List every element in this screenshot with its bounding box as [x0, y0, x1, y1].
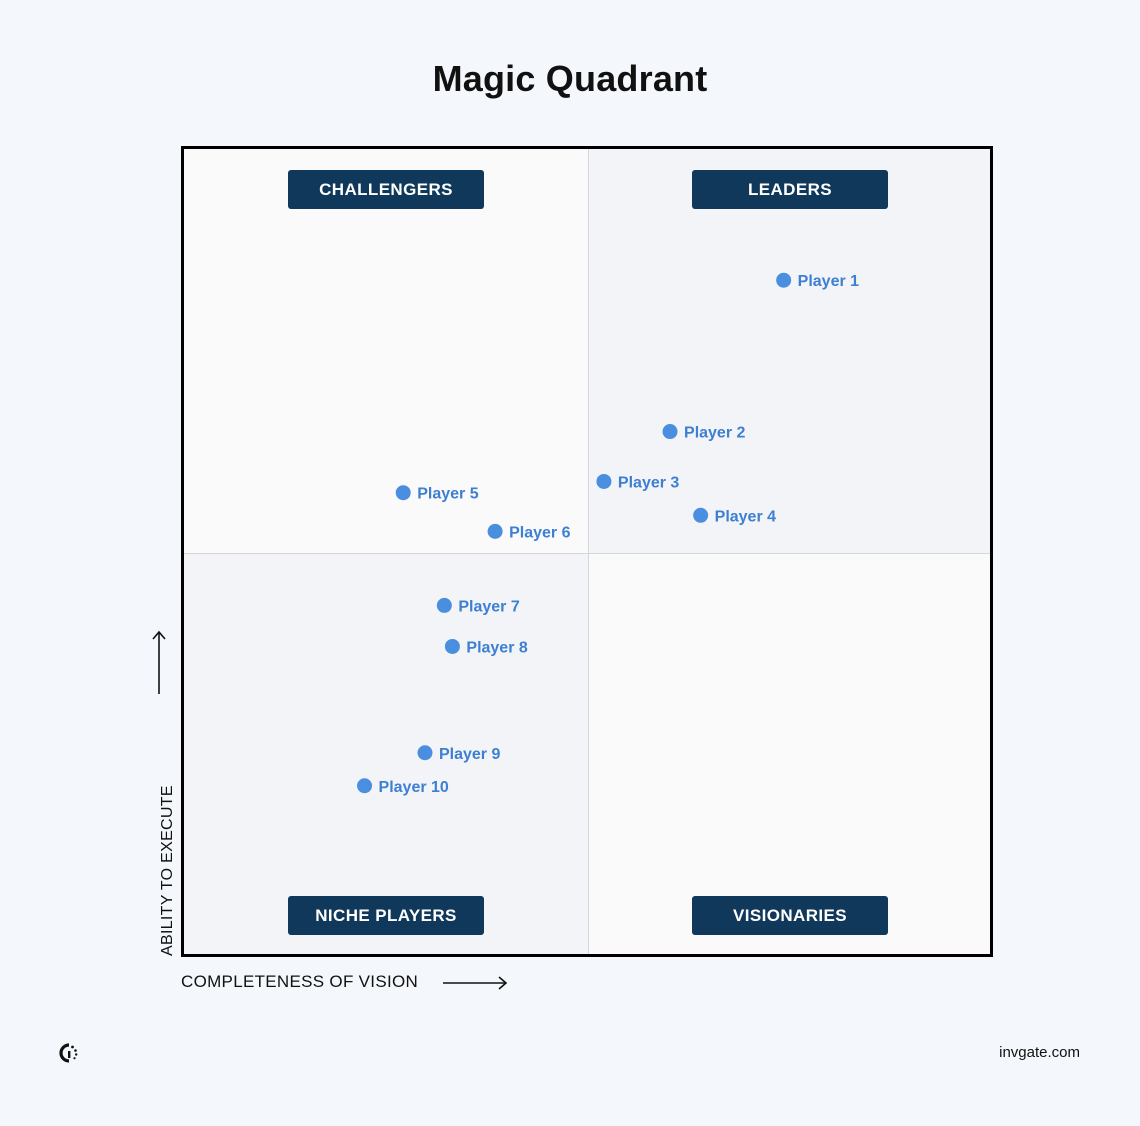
quadrant-leaders: [589, 149, 990, 554]
point-marker: [596, 473, 612, 489]
quadrant-label-niche-players: NICHE PLAYERS: [288, 896, 484, 935]
scatter-point-4: Player 4: [693, 507, 776, 525]
quadrant-challengers: [184, 149, 589, 554]
point-label: Player 1: [798, 273, 859, 290]
scatter-point-1: Player 1: [776, 272, 859, 290]
scatter-point-10: Player 10: [357, 778, 449, 796]
point-marker: [444, 638, 460, 654]
point-label: Player 5: [417, 486, 478, 503]
x-axis-label: COMPLETENESS OF VISION: [181, 972, 419, 991]
point-label: Player 2: [684, 425, 745, 442]
y-axis-label: ABILITY TO EXECUTE: [159, 785, 176, 956]
quadrant-visionaries: [589, 554, 990, 954]
scatter-points-layer: Player 1 Player 2 Player 3 Player 4 Player 5…: [357, 272, 859, 796]
point-label: Player 9: [439, 746, 500, 763]
point-marker: [436, 597, 452, 613]
y-axis-arrow-icon: [152, 630, 166, 694]
point-marker: [776, 272, 792, 288]
x-axis-arrow-icon: [443, 976, 508, 990]
quadrant-label-leaders: LEADERS: [692, 170, 888, 209]
point-label: Player 10: [379, 779, 449, 796]
quadrant-niche-players: [184, 554, 589, 954]
scatter-point-7: Player 7: [436, 597, 520, 615]
quadrant-label-challengers: CHALLENGERS: [288, 170, 484, 209]
scatter-point-6: Player 6: [487, 523, 571, 541]
point-label: Player 7: [458, 598, 519, 615]
scatter-point-9: Player 9: [417, 745, 500, 763]
plot-area: CHALLENGERS LEADERS NICHE PLAYERS VISION…: [181, 146, 993, 957]
point-label: Player 6: [509, 524, 570, 541]
point-marker: [357, 778, 373, 794]
chart-title: Magic Quadrant: [432, 58, 708, 99]
point-marker: [662, 424, 678, 440]
scatter-point-5: Player 5: [395, 485, 479, 503]
footer-domain: invgate.com: [999, 1044, 1080, 1061]
scatter-point-3: Player 3: [596, 473, 679, 491]
point-marker: [487, 523, 503, 539]
point-label: Player 3: [618, 474, 679, 491]
invgate-logo-icon: [59, 1043, 78, 1063]
scatter-point-2: Player 2: [662, 424, 746, 442]
quadrant-label-visionaries: VISIONARIES: [692, 896, 888, 935]
point-marker: [395, 485, 411, 501]
scatter-point-8: Player 8: [444, 638, 528, 656]
point-label: Player 4: [715, 508, 776, 525]
point-marker: [693, 507, 709, 523]
point-marker: [417, 745, 433, 761]
point-label: Player 8: [466, 639, 527, 656]
